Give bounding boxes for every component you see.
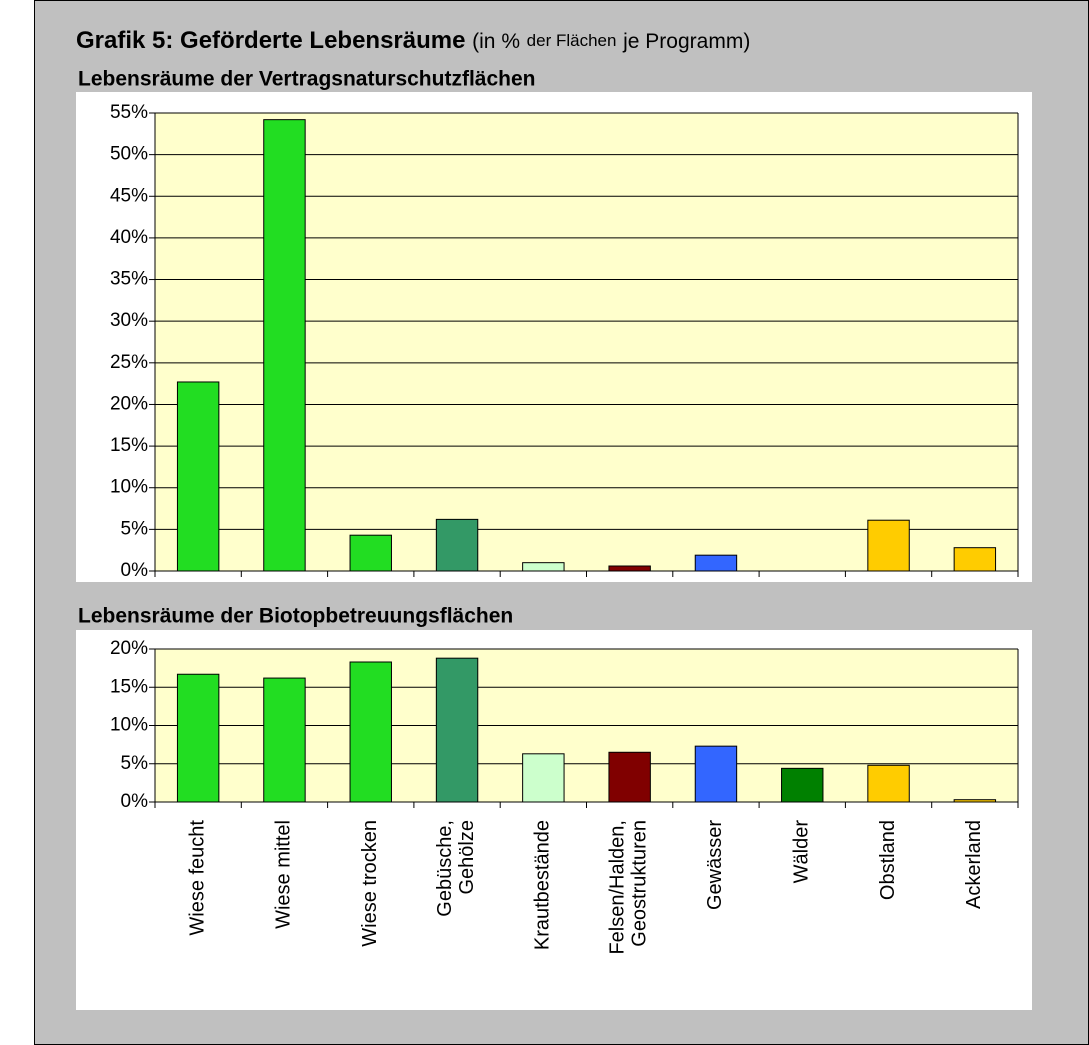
x-tick-label: Wiese trocken	[359, 820, 381, 947]
bar	[349, 661, 392, 803]
bar	[867, 764, 910, 803]
y-tick-label: 55%	[110, 102, 148, 123]
bar	[176, 381, 220, 572]
x-tick-label: Obstland	[877, 820, 899, 900]
bar	[781, 767, 824, 803]
bar	[263, 119, 306, 572]
x-tick-label: Krautbestände	[532, 820, 554, 950]
y-tick-label: 15%	[110, 435, 148, 456]
x-tick-label: Gewässer	[704, 820, 726, 910]
bar	[349, 534, 392, 572]
y-tick-label: 35%	[110, 269, 148, 290]
bar	[608, 565, 651, 572]
x-tick-label: Wiese feucht	[186, 820, 208, 936]
y-tick-label: 0%	[121, 791, 149, 812]
chart-title: Lebensräume der Biotopbetreuungsflächen	[78, 605, 513, 628]
y-tick-label: 20%	[110, 638, 148, 659]
bar	[522, 562, 565, 572]
bar	[263, 677, 306, 803]
x-tick-label: Wiese mittel	[273, 820, 295, 929]
y-tick-label: 20%	[110, 393, 148, 414]
main-title: Grafik 5: Geförderte Lebensräume (in % d…	[76, 27, 750, 54]
y-tick-label: 5%	[121, 753, 149, 774]
x-tick-label: Felsen/Halden,Geostrukturen	[607, 820, 651, 955]
x-tick-label: Ackerland	[963, 820, 985, 909]
y-tick-label: 40%	[110, 227, 148, 248]
title-main: Grafik 5: Geförderte Lebensräume	[76, 27, 465, 54]
y-tick-label: 45%	[110, 185, 148, 206]
label-line: Geostrukturen	[629, 820, 651, 947]
y-tick-label: 15%	[110, 676, 148, 697]
x-tick-label: Wälder	[791, 820, 813, 884]
bar	[435, 657, 479, 803]
title-note: der Flächen	[527, 31, 617, 50]
label-line: Gehölze	[456, 820, 478, 895]
x-tick-label: Gebüsche,Gehölze	[434, 820, 478, 917]
y-tick-label: 10%	[110, 715, 148, 736]
bar	[867, 519, 910, 572]
bar	[694, 745, 738, 803]
y-tick-label: 25%	[110, 352, 148, 373]
y-tick-label: 10%	[110, 477, 148, 498]
chart-title: Lebensräume der Vertragsnaturschutzfläch…	[78, 68, 535, 91]
bar	[522, 753, 565, 803]
bar	[435, 518, 479, 572]
bar	[608, 751, 651, 803]
bar	[694, 554, 738, 572]
label-line: Gebüsche,	[434, 820, 456, 917]
bar	[176, 673, 220, 803]
y-tick-label: 5%	[121, 518, 149, 539]
y-tick-label: 0%	[121, 560, 149, 581]
label-line: Felsen/Halden,	[607, 820, 629, 955]
y-tick-label: 50%	[110, 144, 148, 165]
title-note: je Programm)	[622, 30, 750, 53]
bar	[953, 547, 997, 572]
title-note: (in %	[472, 30, 520, 53]
y-tick-label: 30%	[110, 310, 148, 331]
